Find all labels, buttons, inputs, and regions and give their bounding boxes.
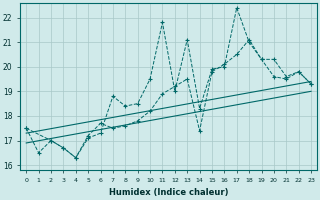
X-axis label: Humidex (Indice chaleur): Humidex (Indice chaleur) (109, 188, 228, 197)
